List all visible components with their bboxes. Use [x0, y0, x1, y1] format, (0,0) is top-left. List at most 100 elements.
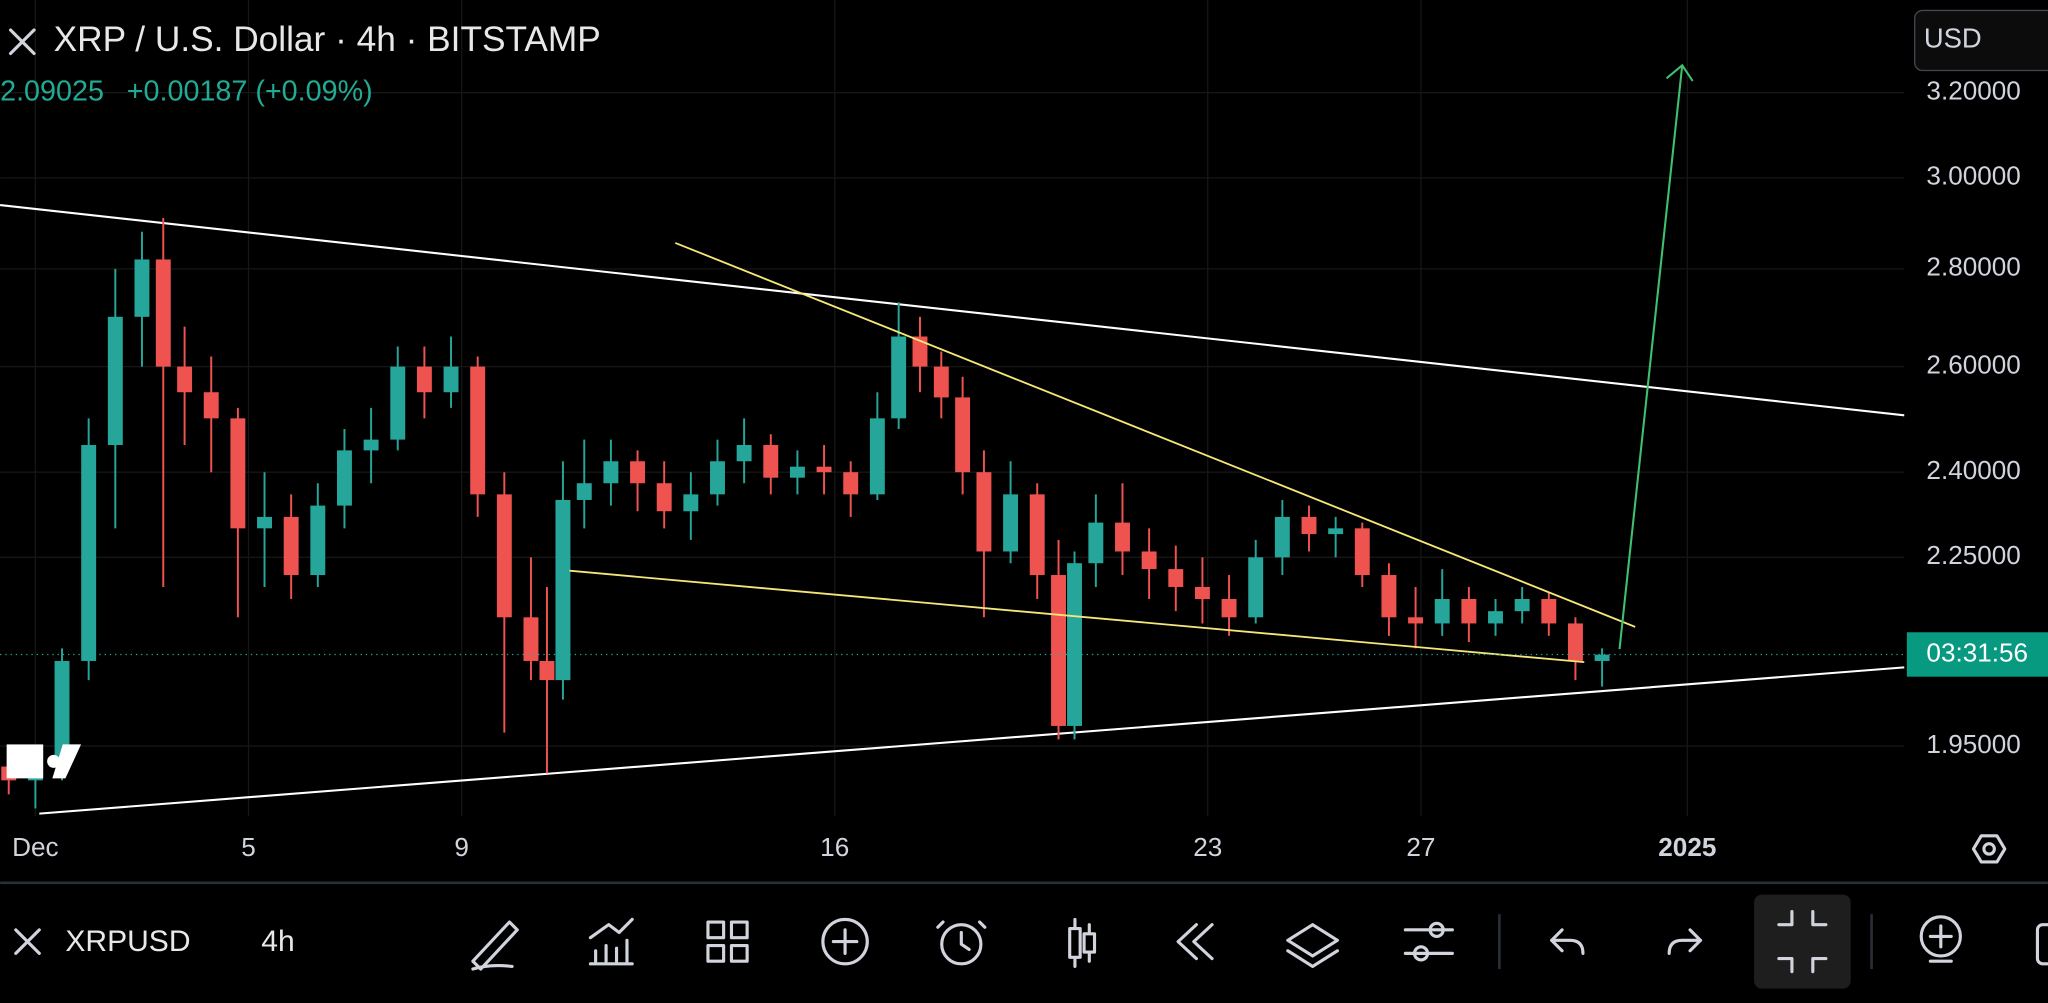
last-price: 2.09025: [0, 75, 104, 107]
candle-body: [630, 461, 646, 484]
candle-body: [603, 461, 619, 484]
slider-knob: [1428, 921, 1445, 938]
candle-body: [1088, 522, 1104, 564]
layers-icon[interactable]: [1286, 923, 1340, 968]
symbol[interactable]: XRPUSD: [65, 925, 190, 958]
add-indicator-icon[interactable]: [1919, 915, 1962, 958]
replay-icon[interactable]: [1176, 923, 1214, 961]
candle-body: [1567, 623, 1583, 661]
price-change: +0.00187 (+0.09%): [127, 75, 373, 107]
candle-body: [283, 516, 299, 576]
candle-body: [1141, 551, 1157, 570]
undo-icon[interactable]: [1550, 928, 1585, 955]
candle-body: [576, 483, 592, 500]
candle-body: [869, 418, 885, 495]
draw-icon[interactable]: [471, 920, 519, 971]
logo: [6, 744, 82, 779]
candle-body: [1248, 557, 1264, 618]
x-tick-label: 5: [241, 832, 256, 862]
candle-body: [1221, 599, 1237, 618]
currency-label: USD: [1924, 23, 1982, 54]
add-indicator-plus: [1928, 924, 1953, 963]
price-line: 03:31:56: [0, 632, 2048, 677]
candle-body: [230, 418, 246, 529]
candle-body: [1029, 494, 1045, 576]
y-tick-label: 3.00000: [1926, 161, 2020, 191]
candle-body: [336, 450, 352, 506]
candle-body: [1194, 586, 1210, 600]
candle-body: [496, 494, 512, 618]
candle-body: [1274, 516, 1290, 558]
alert-icon-hands: [936, 920, 987, 952]
candle-body: [54, 660, 70, 760]
y-tick-label: 1.95000: [1926, 729, 2020, 759]
chart-type-icon[interactable]: [1068, 917, 1097, 968]
candle-body: [1514, 599, 1530, 612]
candle-body: [555, 499, 571, 681]
layout-icon[interactable]: [706, 920, 749, 963]
candle-body: [789, 466, 805, 478]
y-tick-label: 2.40000: [1926, 455, 2020, 485]
settings-icon[interactable]: [1971, 834, 2007, 864]
trend-line[interactable]: [569, 569, 1585, 664]
fullscreen-button[interactable]: [1754, 894, 1851, 989]
x-tick-label: Dec: [12, 832, 58, 862]
y-tick-label: 2.25000: [1926, 540, 2020, 570]
candle-body: [763, 444, 779, 478]
candle-body: [683, 494, 699, 512]
add-icon[interactable]: [821, 917, 869, 966]
candle-body: [912, 336, 928, 367]
candle-body: [443, 366, 459, 393]
indicator-icon[interactable]: [588, 917, 634, 966]
candle-body: [416, 366, 432, 393]
candle-body: [816, 466, 832, 473]
candle-body: [1434, 599, 1450, 624]
candle-body: [1594, 654, 1610, 661]
y-tick-label: 3.20000: [1926, 76, 2020, 106]
x-tick-label: 16: [820, 832, 849, 862]
x-tick-label: 9: [454, 832, 469, 862]
candle-body: [257, 516, 272, 529]
alert-icon[interactable]: [940, 923, 983, 966]
candle-body: [1354, 528, 1370, 576]
candle-body: [177, 366, 193, 393]
trend-line[interactable]: [674, 242, 1636, 628]
redo-icon[interactable]: [1667, 928, 1703, 955]
candle-body: [933, 366, 949, 398]
interval[interactable]: 4h: [261, 925, 294, 958]
currency-button[interactable]: [1914, 9, 2048, 72]
candle-body: [955, 397, 971, 473]
slider-knob: [1412, 945, 1430, 962]
countdown-label: 03:31:56: [1926, 637, 2028, 667]
candle-body: [736, 444, 752, 462]
candle-body: [656, 483, 672, 512]
candle-body: [523, 617, 539, 661]
y-tick-label: 2.60000: [1926, 349, 2020, 379]
add-icon-plus: [831, 928, 859, 955]
candle-body: [363, 439, 379, 451]
projection-arrow[interactable]: [1618, 63, 1694, 650]
symbol-close[interactable]: [14, 928, 41, 955]
trend-line[interactable]: [39, 666, 1905, 815]
candle-body: [710, 461, 725, 495]
y-tick-label: 2.80000: [1926, 252, 2020, 282]
candle-body: [470, 366, 486, 495]
candle-body: [1051, 575, 1066, 726]
candles: [1, 218, 1610, 809]
candle-body: [1328, 528, 1344, 535]
close-icon[interactable]: [8, 28, 36, 56]
candle-body: [1115, 522, 1130, 552]
candle-body: [1408, 617, 1424, 624]
candle-body: [1381, 575, 1397, 618]
candle-body: [203, 392, 219, 419]
candle-body: [310, 505, 326, 576]
candle-body: [1003, 494, 1019, 552]
axes: 3.20000 3.00000 2.80000 2.60000 2.40000 2.250…: [12, 76, 2021, 862]
candle-body: [843, 472, 859, 495]
candle-body: [891, 336, 907, 419]
trend-line[interactable]: [0, 204, 1905, 417]
countdown-badge: [1906, 632, 2048, 677]
